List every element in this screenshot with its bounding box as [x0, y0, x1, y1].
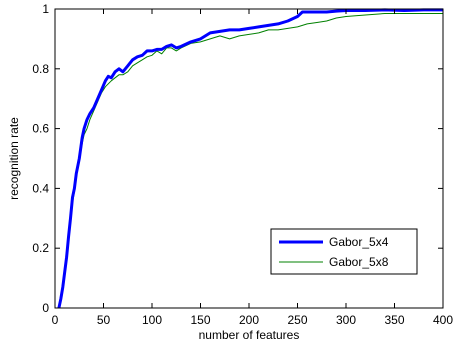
x-axis-label: number of features: [199, 328, 300, 342]
x-tick-label: 100: [142, 313, 162, 327]
plot-lines: [57, 8, 443, 309]
y-axis-label: recognition rate: [7, 117, 21, 200]
y-tick-label: 0.4: [32, 181, 49, 195]
y-tick-label: 0.2: [32, 241, 49, 255]
x-tick-label: 200: [239, 313, 259, 327]
x-tick-label: 0: [52, 313, 59, 327]
x-tick-label: 50: [97, 313, 111, 327]
y-tick-label: 0: [42, 301, 49, 315]
series-line-gabor-5x4: [57, 8, 443, 309]
x-tick-label: 400: [433, 313, 453, 327]
x-tick-label: 150: [190, 313, 210, 327]
y-axis-ticks: 0 0.2 0.4 0.6 0.8 1: [32, 2, 443, 315]
x-tick-label: 350: [384, 313, 404, 327]
legend-label-gabor-5x8: Gabor_5x8: [329, 255, 389, 269]
y-tick-label: 0.6: [32, 122, 49, 136]
x-tick-label: 300: [336, 313, 356, 327]
x-tick-label: 250: [287, 313, 307, 327]
legend: Gabor_5x4 Gabor_5x8: [270, 228, 418, 275]
x-axis-ticks: 0 50 100 150 200 250 300 350 400: [52, 9, 453, 327]
y-tick-label: 0.8: [32, 62, 49, 76]
legend-box: [270, 228, 418, 275]
y-tick-label: 1: [42, 2, 49, 16]
legend-label-gabor-5x4: Gabor_5x4: [329, 235, 389, 249]
